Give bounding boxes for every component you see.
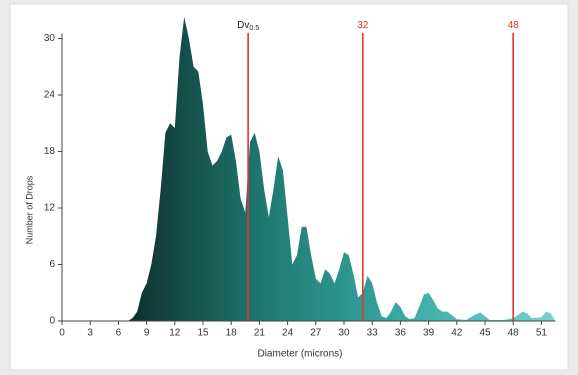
x-tick-label: 6 — [116, 328, 122, 339]
y-tick-label: 0 — [49, 316, 55, 327]
x-tick-label: 33 — [367, 328, 379, 339]
reference-label-text: 32 — [357, 20, 369, 31]
x-tick-label: 27 — [310, 328, 322, 339]
y-tick-label: 24 — [44, 90, 56, 101]
x-tick-label: 42 — [451, 328, 463, 339]
x-axis-label: Diameter (microns) — [257, 349, 342, 360]
x-tick-label: 36 — [395, 328, 407, 339]
x-tick-label: 3 — [87, 328, 93, 339]
y-tick-label: 12 — [44, 203, 56, 214]
reference-label-text: Dv — [237, 20, 249, 31]
y-axis-label: Number of Drops — [24, 175, 34, 244]
area — [127, 16, 556, 321]
reference-label: 48 — [508, 20, 520, 31]
y-tick-label: 6 — [49, 259, 55, 270]
x-tick-label: 24 — [282, 328, 294, 339]
x-tick-label: 45 — [479, 328, 491, 339]
reference-label-sub: 0.5 — [249, 25, 259, 32]
x-tick-label: 15 — [197, 328, 209, 339]
x-tick-label: 0 — [59, 328, 65, 339]
x-tick-label: 30 — [338, 328, 350, 339]
x-tick-label: 9 — [144, 328, 150, 339]
reference-label-text: 48 — [508, 20, 520, 31]
x-tick-label: 51 — [536, 328, 548, 339]
x-tick-label: 12 — [169, 328, 181, 339]
reference-label: 32 — [357, 20, 369, 31]
x-tick-label: 18 — [226, 328, 238, 339]
reference-label: Dv0.5 — [237, 20, 259, 32]
y-tick-label: 18 — [44, 146, 56, 157]
y-tick-label: 30 — [44, 33, 56, 44]
x-tick-label: 48 — [508, 328, 520, 339]
x-tick-label: 39 — [423, 328, 435, 339]
x-tick-label: 21 — [254, 328, 266, 339]
